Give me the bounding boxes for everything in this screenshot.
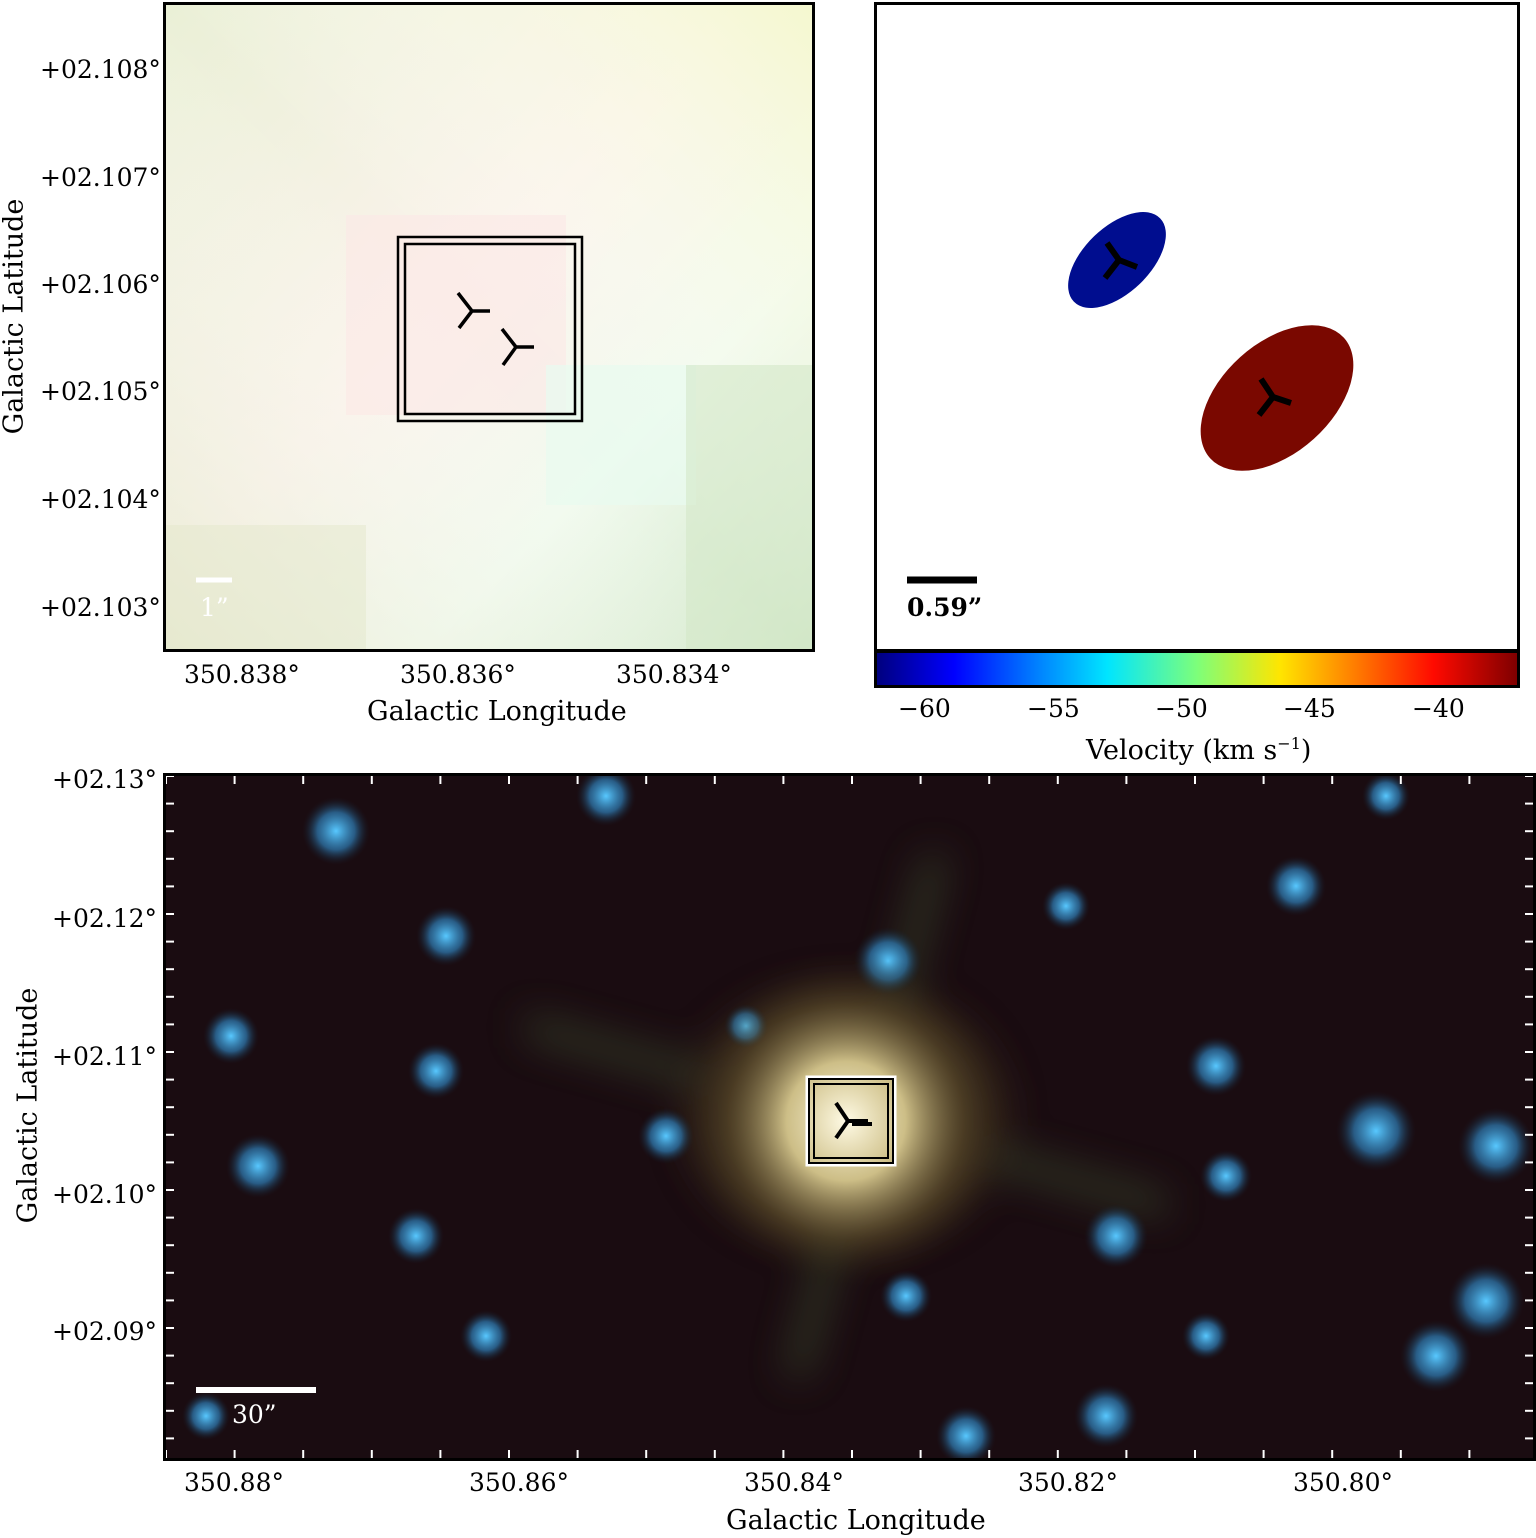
colorbar-tick-label: −40	[1412, 694, 1465, 723]
maser-marker	[834, 1101, 872, 1140]
colorbar-title-sup: −1	[1277, 734, 1301, 753]
colorbar-title-main: Velocity (km s	[1086, 735, 1278, 766]
x-axis-title: Galactic Longitude	[367, 696, 627, 727]
region-box-outer	[396, 235, 584, 423]
region-box-inner	[403, 242, 577, 416]
y-tick-label: +02.108°	[40, 55, 161, 84]
maser-marker	[500, 327, 534, 367]
y-axis-title: Galactic Latitude	[12, 987, 44, 1224]
colorbar-tick-label: −50	[1155, 694, 1208, 723]
widefield-panel: 30”	[163, 773, 1536, 1461]
x-tick-label: 350.834°	[616, 660, 732, 689]
x-tick-label: 350.838°	[184, 660, 300, 689]
y-tick-label: +02.10°	[52, 1180, 158, 1209]
region-box-outer-ink	[808, 1078, 894, 1164]
widefield-image	[166, 776, 1533, 1458]
cutout-panel: 1”	[163, 2, 815, 652]
maser-marker	[456, 291, 490, 330]
scale-bar-label: 30”	[232, 1400, 277, 1429]
colorbar-tick-label: −60	[898, 694, 951, 723]
maser-marker	[1256, 377, 1292, 417]
x-tick-label: 350.86°	[469, 1468, 569, 1497]
y-tick-label: +02.09°	[52, 1317, 158, 1346]
y-tick-label: +02.12°	[52, 904, 158, 933]
cutout-image	[166, 5, 812, 649]
y-tick-label: +02.105°	[40, 377, 161, 406]
maser-marker	[1102, 241, 1139, 280]
colorbar-tick-label: −45	[1283, 694, 1336, 723]
region-box-outer	[805, 1075, 897, 1167]
x-tick-label: 350.836°	[400, 660, 516, 689]
y-tick-label: +02.107°	[40, 163, 161, 192]
scale-bar-label: 1”	[200, 593, 229, 622]
y-tick-label: +02.106°	[40, 270, 161, 299]
region-box-inner	[813, 1083, 889, 1159]
velocity-map-panel: 0.59”	[874, 2, 1520, 652]
y-tick-label: +02.11°	[52, 1042, 158, 1071]
x-axis-title: Galactic Longitude	[726, 1505, 986, 1536]
y-tick-label: +02.13°	[52, 765, 158, 794]
colorbar	[874, 650, 1520, 688]
scale-bar-label: 0.59”	[907, 593, 983, 622]
x-tick-label: 350.80°	[1293, 1468, 1393, 1497]
y-axis-title: Galactic Latitude	[0, 198, 30, 435]
x-tick-label: 350.88°	[184, 1468, 284, 1497]
colorbar-tick-label: −55	[1027, 694, 1080, 723]
x-tick-label: 350.84°	[744, 1468, 844, 1497]
velocity-map	[877, 5, 1517, 649]
y-tick-label: +02.103°	[40, 593, 161, 622]
x-tick-label: 350.82°	[1018, 1468, 1118, 1497]
colorbar-title-end: )	[1300, 735, 1312, 766]
y-tick-label: +02.104°	[40, 485, 161, 514]
colorbar-title: Velocity (km s−1)	[1086, 734, 1311, 766]
